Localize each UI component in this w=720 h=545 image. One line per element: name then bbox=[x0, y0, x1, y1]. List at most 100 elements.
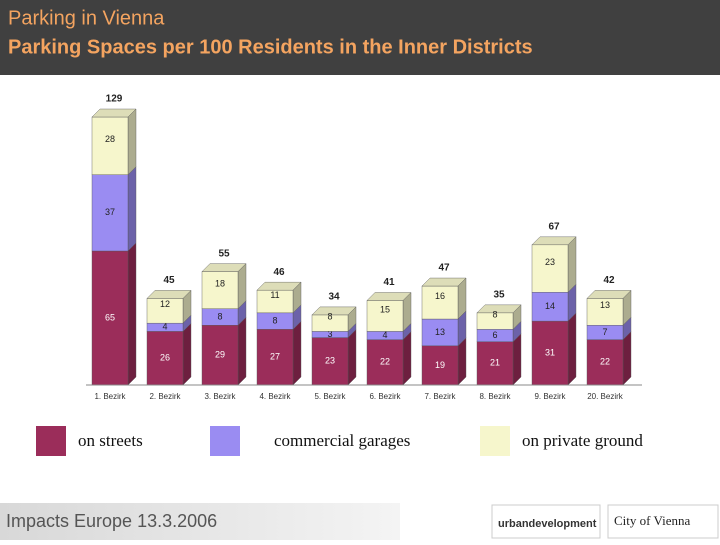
bar-top bbox=[531, 236, 577, 246]
data-label: 3 bbox=[327, 329, 332, 339]
bar-top bbox=[201, 263, 247, 272]
data-label: 65 bbox=[105, 312, 115, 322]
total-label: 129 bbox=[106, 94, 123, 105]
bar-segment bbox=[366, 339, 404, 386]
x-tick-label: 2. Bezirk bbox=[149, 392, 181, 401]
data-label: 23 bbox=[545, 257, 555, 267]
bar-side bbox=[182, 322, 192, 386]
bar-side bbox=[292, 320, 302, 386]
total-label: 55 bbox=[218, 248, 230, 259]
legend-label: on private ground bbox=[522, 431, 643, 450]
bar-segment bbox=[201, 271, 239, 309]
legend-swatch bbox=[210, 426, 240, 456]
data-label: 4 bbox=[162, 322, 167, 332]
bar-side bbox=[622, 331, 632, 386]
x-tick-label: 20. Bezirk bbox=[587, 392, 624, 401]
data-label: 15 bbox=[380, 304, 390, 314]
data-label: 12 bbox=[160, 299, 170, 309]
data-label: 31 bbox=[545, 347, 555, 357]
bar-segment bbox=[91, 116, 129, 175]
data-label: 14 bbox=[545, 301, 555, 311]
data-label: 16 bbox=[435, 291, 445, 301]
bar-side bbox=[237, 316, 247, 386]
total-label: 47 bbox=[438, 263, 450, 274]
bar-segment bbox=[311, 337, 349, 386]
bar-segment bbox=[586, 339, 624, 386]
bar-side bbox=[127, 242, 137, 386]
footer-text: Impacts Europe 13.3.2006 bbox=[6, 511, 217, 531]
data-label: 11 bbox=[270, 290, 279, 300]
logo-box bbox=[491, 504, 601, 539]
legend-swatch bbox=[36, 426, 66, 456]
data-label: 4 bbox=[382, 330, 387, 340]
bar-segment bbox=[421, 318, 459, 347]
footer-band bbox=[0, 503, 400, 540]
data-label: 27 bbox=[270, 352, 280, 362]
bar-top bbox=[421, 277, 467, 287]
data-label: 28 bbox=[105, 134, 115, 144]
data-label: 7 bbox=[602, 327, 607, 337]
bar-segment bbox=[201, 325, 239, 386]
bar-side bbox=[127, 166, 137, 252]
total-label: 45 bbox=[163, 275, 175, 286]
bar-segment bbox=[146, 298, 184, 324]
x-tick-label: 1. Bezirk bbox=[94, 392, 126, 401]
bar-segment bbox=[256, 329, 294, 386]
data-label: 19 bbox=[435, 360, 445, 370]
bar-segment bbox=[91, 174, 129, 252]
data-label: 37 bbox=[105, 207, 115, 217]
bar-side bbox=[127, 108, 137, 176]
logo-box bbox=[607, 504, 719, 539]
x-tick-label: 4. Bezirk bbox=[259, 392, 291, 401]
bar-side bbox=[512, 333, 522, 386]
total-label: 35 bbox=[493, 289, 505, 300]
data-label: 8 bbox=[272, 315, 277, 325]
legend-swatch bbox=[480, 426, 510, 456]
data-label: 13 bbox=[600, 300, 610, 310]
total-label: 46 bbox=[273, 267, 285, 278]
data-label: 29 bbox=[215, 349, 225, 359]
logo-urban: urbandevelopment bbox=[498, 518, 597, 530]
data-label: 13 bbox=[435, 327, 445, 337]
x-tick-label: 5. Bezirk bbox=[314, 392, 346, 401]
bar-top bbox=[146, 290, 192, 299]
data-label: 22 bbox=[380, 357, 390, 367]
bar-top bbox=[311, 306, 357, 316]
bar-side bbox=[567, 312, 577, 386]
data-label: 21 bbox=[490, 358, 500, 368]
x-tick-label: 6. Bezirk bbox=[369, 392, 401, 401]
bar-segment bbox=[586, 298, 624, 326]
legend-label: commercial garages bbox=[274, 431, 410, 450]
total-label: 41 bbox=[383, 277, 395, 288]
bar-top bbox=[256, 281, 302, 291]
bar-segment bbox=[531, 244, 569, 293]
data-label: 8 bbox=[327, 312, 332, 322]
x-tick-label: 9. Bezirk bbox=[534, 392, 566, 401]
bar-top bbox=[91, 108, 137, 118]
legend-label: on streets bbox=[78, 431, 143, 450]
data-label: 23 bbox=[325, 356, 335, 366]
data-label: 6 bbox=[492, 330, 497, 340]
x-tick-label: 3. Bezirk bbox=[204, 392, 236, 401]
data-label: 26 bbox=[160, 353, 170, 363]
total-label: 42 bbox=[603, 275, 615, 286]
bar-side bbox=[347, 329, 357, 386]
bar-segment bbox=[531, 292, 569, 322]
slide-subtitle: Parking Spaces per 100 Residents in the … bbox=[8, 36, 533, 58]
bar-top bbox=[366, 292, 412, 301]
bar-segment bbox=[146, 331, 184, 386]
x-tick-label: 8. Bezirk bbox=[479, 392, 511, 401]
logo-vienna: City of Vienna bbox=[614, 513, 690, 528]
slide-title: Parking in Vienna bbox=[8, 7, 165, 29]
data-label: 18 bbox=[215, 279, 225, 289]
total-label: 67 bbox=[548, 221, 560, 232]
data-label: 8 bbox=[217, 311, 222, 321]
header-band bbox=[0, 0, 720, 75]
bar-top bbox=[586, 290, 632, 299]
bar-segment bbox=[531, 320, 569, 386]
bar-segment bbox=[366, 300, 404, 332]
bar-side bbox=[567, 236, 577, 293]
x-tick-label: 7. Bezirk bbox=[424, 392, 456, 401]
